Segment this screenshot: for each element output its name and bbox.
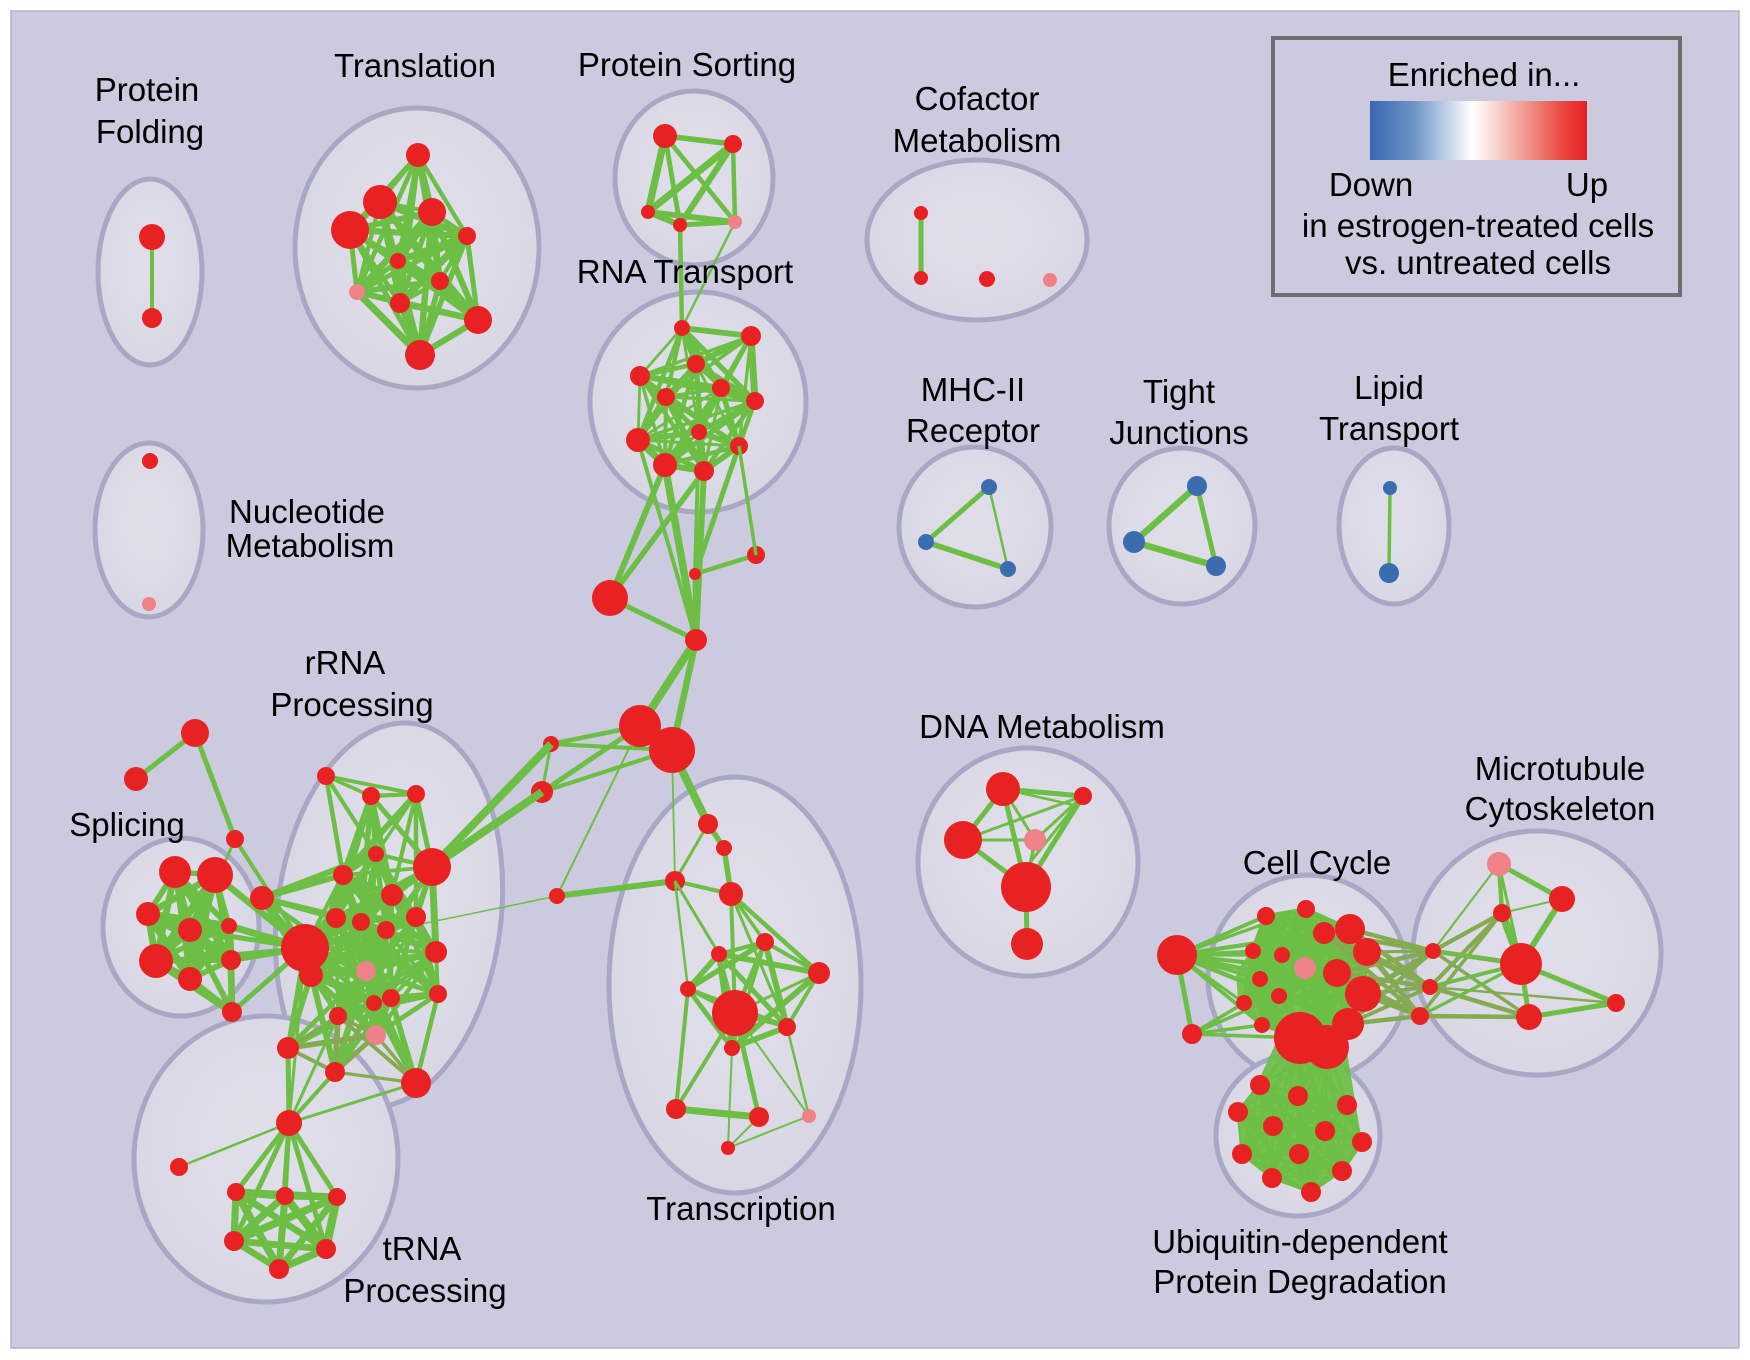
svg-text:Enriched in...: Enriched in... [1388,56,1581,93]
svg-text:Ubiquitin-dependent: Ubiquitin-dependent [1152,1223,1447,1260]
svg-text:Protein Degradation: Protein Degradation [1153,1263,1447,1300]
svg-text:vs. untreated cells: vs. untreated cells [1345,244,1611,281]
svg-text:Metabolism: Metabolism [893,122,1062,159]
svg-text:Up: Up [1566,166,1608,203]
svg-text:in estrogen-treated cells: in estrogen-treated cells [1302,207,1654,244]
svg-text:Tight: Tight [1143,373,1215,410]
svg-text:Processing: Processing [270,686,433,723]
svg-text:Cytoskeleton: Cytoskeleton [1465,790,1656,827]
svg-text:Down: Down [1329,166,1413,203]
svg-text:Transport: Transport [1319,410,1459,447]
svg-text:tRNA: tRNA [383,1230,462,1267]
svg-text:Receptor: Receptor [906,412,1040,449]
svg-text:Transcription: Transcription [646,1190,836,1227]
svg-text:Protein: Protein [95,71,200,108]
svg-text:Processing: Processing [343,1272,506,1309]
svg-text:Cofactor: Cofactor [915,80,1040,117]
svg-text:Folding: Folding [96,113,204,150]
svg-text:DNA Metabolism: DNA Metabolism [919,708,1165,745]
svg-text:Microtubule: Microtubule [1475,750,1646,787]
svg-text:rRNA: rRNA [305,644,386,681]
svg-text:Nucleotide: Nucleotide [229,493,385,530]
svg-text:Junctions: Junctions [1109,414,1248,451]
svg-text:Protein Sorting: Protein Sorting [578,46,796,83]
svg-text:MHC-II: MHC-II [921,371,1025,408]
svg-text:Cell Cycle: Cell Cycle [1243,844,1392,881]
svg-text:Lipid: Lipid [1354,369,1424,406]
svg-text:Metabolism: Metabolism [226,527,395,564]
svg-text:RNA Transport: RNA Transport [577,253,793,290]
svg-text:Translation: Translation [334,47,496,84]
svg-text:Splicing: Splicing [69,806,185,843]
